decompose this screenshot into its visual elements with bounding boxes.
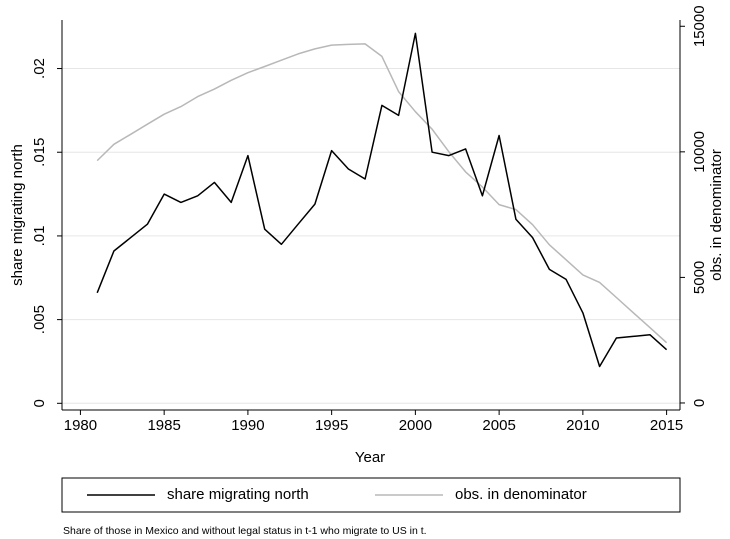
x-tick-label: 2005 bbox=[482, 417, 515, 434]
x-axis-title: Year bbox=[355, 449, 385, 466]
legend-box bbox=[61, 477, 681, 513]
x-tick-label: 1995 bbox=[315, 417, 348, 434]
y-tick-label: 0 bbox=[31, 399, 48, 407]
y2-tick-label: 10000 bbox=[691, 131, 708, 173]
x-tick-label: 2000 bbox=[399, 417, 432, 434]
y2-tick-label: 5000 bbox=[691, 261, 708, 294]
y-tick-label: .01 bbox=[31, 225, 48, 246]
x-tick-label: 1980 bbox=[64, 417, 97, 434]
y-tick-label: .02 bbox=[31, 58, 48, 79]
legend-label: share migrating north bbox=[167, 486, 309, 503]
series-line bbox=[96, 32, 668, 368]
x-tick-label: 1985 bbox=[147, 417, 180, 434]
y2-tick-label: 15000 bbox=[691, 5, 708, 47]
y-axis-title: share migrating north bbox=[9, 144, 26, 286]
y-tick-label: .005 bbox=[31, 305, 48, 334]
x-tick-label: 1990 bbox=[231, 417, 264, 434]
y-tick-label: .015 bbox=[31, 138, 48, 167]
y2-axis-title: obs. in denominator bbox=[708, 149, 725, 281]
series-line bbox=[96, 43, 668, 344]
y2-tick-label: 0 bbox=[691, 399, 708, 407]
legend-label: obs. in denominator bbox=[455, 486, 587, 503]
x-tick-label: 2010 bbox=[566, 417, 599, 434]
note: Share of those in Mexico and without leg… bbox=[63, 525, 427, 537]
x-tick-label: 2015 bbox=[650, 417, 683, 434]
